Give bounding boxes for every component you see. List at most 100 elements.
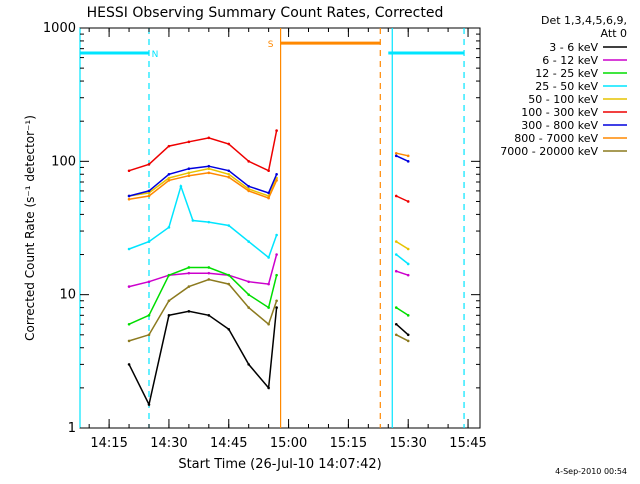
series-point bbox=[147, 280, 151, 284]
legend-label: 300 - 800 keV bbox=[521, 119, 598, 132]
series-point bbox=[167, 226, 171, 229]
legend-title-line2: Att 0 bbox=[601, 27, 627, 40]
series-point bbox=[167, 273, 171, 277]
series-point bbox=[406, 160, 410, 163]
series-point bbox=[207, 278, 211, 281]
series-point bbox=[247, 184, 250, 188]
series-point bbox=[147, 314, 151, 317]
x-axis-label: Start Time (26-Jul-10 14:07:42) bbox=[178, 457, 381, 472]
legend-label: 12 - 25 keV bbox=[535, 67, 598, 80]
series-point bbox=[394, 240, 398, 243]
series-point bbox=[187, 266, 191, 269]
series-point bbox=[127, 197, 131, 201]
series-point bbox=[247, 293, 250, 296]
series-point bbox=[147, 163, 151, 166]
footer-date: 4-Sep-2010 00:54 bbox=[555, 467, 627, 476]
y-tick-label: 100 bbox=[51, 154, 76, 169]
chart-title: HESSI Observing Summary Count Rates, Cor… bbox=[87, 5, 444, 21]
series-point bbox=[247, 240, 250, 243]
series-point bbox=[227, 142, 231, 146]
series-point bbox=[207, 164, 211, 168]
series-point bbox=[394, 194, 398, 198]
series-point bbox=[394, 151, 398, 155]
series-point bbox=[275, 299, 278, 303]
series-point bbox=[187, 310, 191, 313]
legend-label: 3 - 6 keV bbox=[549, 41, 598, 54]
x-tick-label: 15:45 bbox=[449, 436, 486, 451]
legend-label: 100 - 300 keV bbox=[521, 106, 598, 119]
series-point bbox=[247, 160, 250, 163]
series-point bbox=[267, 282, 270, 286]
series-point bbox=[187, 174, 191, 178]
x-tick-label: 14:15 bbox=[90, 436, 127, 451]
series-point bbox=[207, 266, 211, 269]
series-point bbox=[275, 273, 278, 277]
series-point bbox=[227, 175, 231, 179]
series-point bbox=[275, 253, 278, 256]
series-line bbox=[128, 172, 278, 200]
legend-label: 25 - 50 keV bbox=[535, 80, 598, 93]
series-point bbox=[267, 256, 270, 259]
series-point bbox=[406, 339, 410, 343]
series-point bbox=[406, 314, 410, 317]
series-point bbox=[187, 271, 191, 275]
series-line bbox=[128, 307, 278, 407]
legend-label: 50 - 100 keV bbox=[528, 93, 598, 106]
y-tick-label: 1000 bbox=[43, 21, 76, 36]
series-point bbox=[275, 179, 278, 182]
series-point bbox=[275, 129, 278, 132]
series-point bbox=[275, 306, 278, 309]
series-point bbox=[191, 219, 195, 222]
legend-title-line1: Det 1,3,4,5,6,9, bbox=[541, 14, 627, 27]
series-point bbox=[275, 172, 278, 176]
series-point bbox=[227, 327, 231, 331]
series-point bbox=[147, 240, 151, 243]
series-point bbox=[227, 282, 231, 286]
series-point bbox=[187, 171, 191, 175]
series-point bbox=[167, 179, 171, 182]
series-point bbox=[187, 140, 191, 144]
series-point bbox=[247, 189, 250, 193]
series-point bbox=[227, 169, 231, 173]
series-line bbox=[395, 334, 409, 342]
series-point bbox=[207, 167, 211, 171]
series-point bbox=[406, 273, 410, 277]
series-point bbox=[267, 322, 270, 326]
x-tick-label: 14:45 bbox=[210, 436, 247, 451]
series-point bbox=[167, 172, 171, 176]
series-point bbox=[247, 280, 250, 284]
series-point bbox=[406, 247, 410, 251]
series-line bbox=[395, 253, 409, 265]
series-line bbox=[395, 306, 409, 316]
series-line bbox=[128, 183, 278, 259]
series-point bbox=[267, 306, 270, 309]
x-tick-label: 15:15 bbox=[330, 436, 367, 451]
series-point bbox=[147, 189, 151, 193]
series-line bbox=[128, 266, 278, 325]
series-point bbox=[227, 172, 231, 176]
y-axis-label: Corrected Count Rate (s⁻¹ detector⁻¹) bbox=[23, 115, 37, 341]
series-point bbox=[227, 224, 231, 227]
series-point bbox=[187, 167, 191, 171]
series-point bbox=[179, 184, 183, 188]
series-point bbox=[267, 386, 270, 390]
series-point bbox=[267, 191, 270, 195]
series-point bbox=[207, 314, 211, 317]
series-point bbox=[167, 299, 171, 303]
interval-label: N bbox=[152, 50, 159, 60]
interval-label: S bbox=[268, 40, 274, 50]
legend-label: 800 - 7000 keV bbox=[514, 132, 598, 145]
x-tick-label: 15:00 bbox=[270, 436, 307, 451]
y-tick-label: 1 bbox=[68, 421, 76, 436]
series-point bbox=[247, 306, 250, 309]
series-point bbox=[207, 220, 211, 224]
x-tick-label: 14:30 bbox=[150, 436, 187, 451]
series-point bbox=[227, 273, 231, 277]
series-point bbox=[406, 154, 410, 158]
annotation-layer: NS bbox=[79, 28, 465, 428]
series-point bbox=[127, 285, 131, 288]
series-point bbox=[275, 233, 278, 237]
